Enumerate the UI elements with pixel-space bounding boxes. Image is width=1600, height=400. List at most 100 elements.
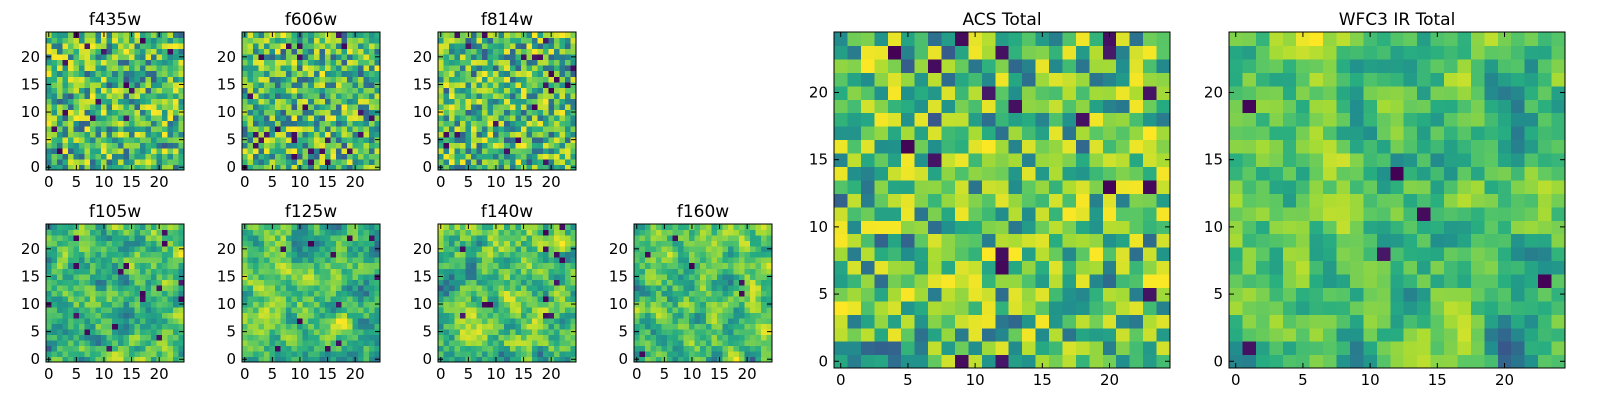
heatmap-cell bbox=[553, 87, 561, 94]
heatmap-cell bbox=[57, 328, 64, 335]
heatmap-cell bbox=[150, 257, 157, 264]
heatmap-cell bbox=[749, 229, 757, 236]
heatmap-cell bbox=[330, 279, 337, 286]
heatmap-cell bbox=[242, 120, 249, 127]
heatmap-cell bbox=[264, 153, 271, 160]
heatmap-cell bbox=[471, 224, 478, 231]
heatmap-cell bbox=[117, 224, 124, 231]
heatmap-cell bbox=[526, 54, 533, 61]
heatmap-cell bbox=[645, 323, 652, 330]
heatmap-cell bbox=[253, 54, 260, 61]
heatmap-cell bbox=[247, 312, 254, 319]
heatmap-cell bbox=[438, 306, 445, 313]
heatmap-cell bbox=[465, 98, 472, 105]
heatmap-cell bbox=[156, 284, 163, 291]
heatmap-cell bbox=[117, 306, 124, 313]
heatmap-cell bbox=[313, 262, 320, 269]
heatmap-cell bbox=[548, 301, 555, 308]
heatmap-cell bbox=[570, 257, 577, 264]
heatmap-cell bbox=[324, 290, 331, 297]
heatmap-cell bbox=[454, 323, 461, 330]
heatmap-cell bbox=[733, 334, 740, 341]
heatmap-cell bbox=[650, 350, 657, 358]
heatmap-cell bbox=[493, 295, 500, 302]
heatmap-cell bbox=[178, 98, 185, 105]
heatmap-cell bbox=[981, 220, 996, 235]
heatmap-cell bbox=[167, 290, 174, 297]
heatmap-cell bbox=[106, 120, 113, 127]
heatmap-cell bbox=[1062, 314, 1077, 329]
heatmap-cell bbox=[280, 158, 287, 166]
heatmap-cell bbox=[264, 268, 271, 275]
heatmap-cell bbox=[498, 164, 505, 171]
heatmap-cell bbox=[319, 284, 326, 291]
heatmap-cell bbox=[62, 240, 69, 247]
heatmap-cell bbox=[286, 301, 293, 308]
heatmap-cell bbox=[297, 345, 304, 352]
heatmap-cell bbox=[667, 279, 674, 286]
heatmap-cell bbox=[683, 301, 690, 308]
heatmap-cell bbox=[749, 251, 757, 258]
plot-frame bbox=[241, 223, 381, 363]
heatmap-cell bbox=[722, 224, 729, 231]
heatmap-cell bbox=[968, 206, 983, 221]
heatmap-cell bbox=[449, 317, 456, 324]
heatmap-cell bbox=[258, 153, 265, 160]
heatmap-cell bbox=[112, 345, 119, 352]
heatmap-cell bbox=[139, 240, 146, 247]
heatmap-cell bbox=[324, 295, 331, 302]
heatmap-cell bbox=[258, 290, 265, 297]
heatmap-cell bbox=[368, 59, 376, 66]
heatmap-cell bbox=[471, 290, 478, 297]
heatmap-cell bbox=[101, 76, 108, 83]
heatmap-cell bbox=[145, 268, 152, 275]
heatmap-cell bbox=[73, 81, 80, 88]
heatmap-cell bbox=[258, 284, 265, 291]
heatmap-cell bbox=[51, 59, 58, 66]
heatmap-cell bbox=[537, 32, 544, 39]
heatmap-cell bbox=[150, 92, 157, 99]
heatmap-cell bbox=[313, 224, 320, 231]
heatmap-cell bbox=[1022, 233, 1037, 248]
heatmap-cell bbox=[766, 279, 773, 286]
heatmap-cell bbox=[73, 339, 80, 347]
heatmap-cell bbox=[443, 125, 450, 132]
heatmap-cell bbox=[755, 301, 762, 308]
heatmap-cell bbox=[374, 114, 381, 121]
heatmap-cell bbox=[95, 295, 102, 302]
heatmap-cell bbox=[515, 229, 522, 236]
heatmap-cell bbox=[275, 48, 282, 55]
heatmap-cell bbox=[559, 54, 566, 61]
heatmap-cell bbox=[570, 306, 577, 313]
heatmap-cell bbox=[178, 59, 185, 66]
heatmap-cell bbox=[297, 350, 304, 358]
heatmap-cell bbox=[683, 257, 690, 264]
x-tick-label: 10 bbox=[486, 173, 505, 191]
heatmap-cell bbox=[161, 37, 169, 44]
heatmap-cell bbox=[509, 273, 516, 280]
heatmap-cell bbox=[454, 54, 461, 61]
heatmap-cell bbox=[319, 92, 326, 99]
heatmap-cell bbox=[134, 235, 141, 242]
heatmap-cell bbox=[454, 158, 461, 166]
heatmap-cell bbox=[145, 54, 152, 61]
heatmap-cell bbox=[537, 251, 544, 258]
heatmap-cell bbox=[46, 339, 53, 347]
heatmap-cell bbox=[167, 147, 174, 155]
heatmap-cell bbox=[117, 136, 124, 143]
heatmap-cell bbox=[537, 279, 544, 286]
heatmap-cell bbox=[860, 273, 875, 288]
heatmap-cell bbox=[156, 147, 163, 155]
heatmap-cell bbox=[106, 240, 113, 247]
heatmap-cell bbox=[559, 87, 566, 94]
heatmap-cell bbox=[515, 312, 522, 319]
heatmap-cell bbox=[123, 257, 130, 264]
heatmap-cell bbox=[84, 317, 91, 324]
heatmap-cell bbox=[269, 70, 276, 77]
heatmap-cell bbox=[341, 334, 348, 341]
heatmap-cell bbox=[112, 235, 119, 242]
heatmap-cell bbox=[531, 153, 538, 160]
heatmap-cell bbox=[57, 356, 64, 363]
heatmap-cell bbox=[46, 350, 53, 358]
heatmap-cell bbox=[460, 43, 467, 50]
